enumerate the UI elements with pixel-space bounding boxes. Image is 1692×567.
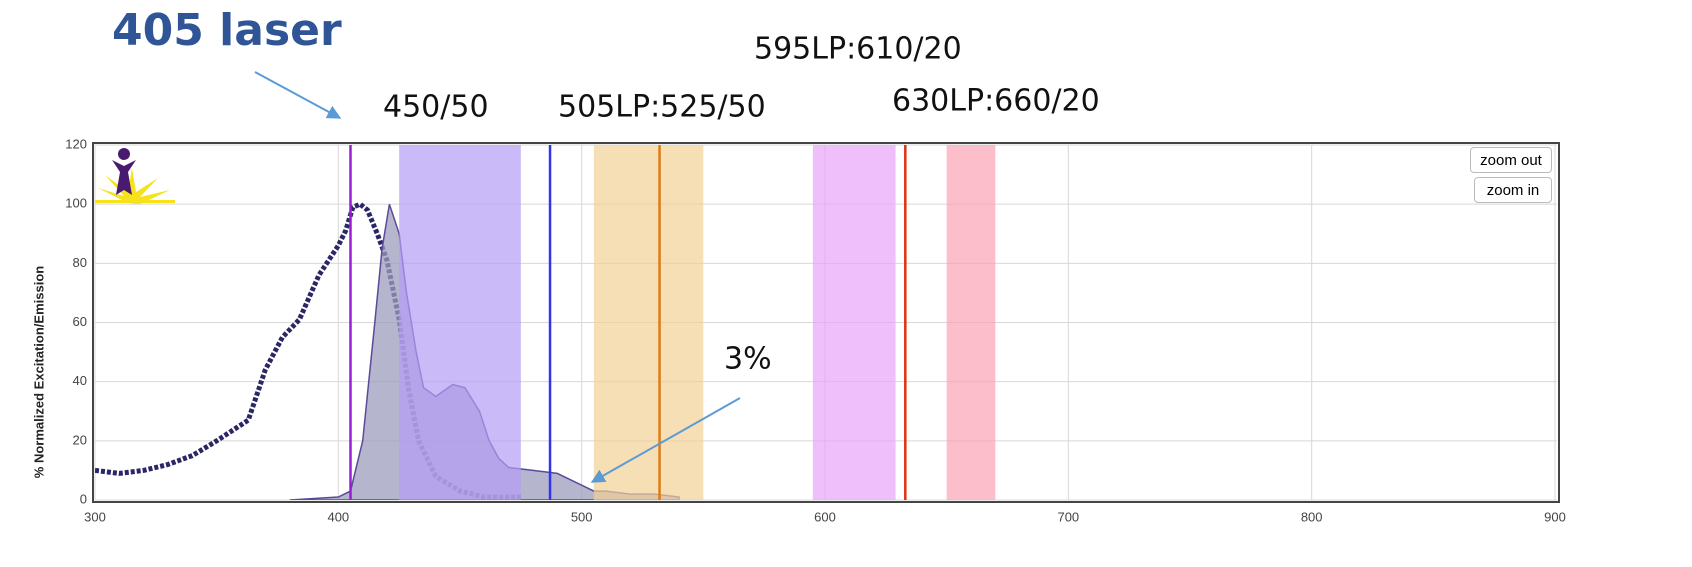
- arrow: [254, 71, 342, 119]
- filter-band: [812, 145, 896, 500]
- y-tick-label: 20: [73, 432, 87, 447]
- y-tick-label: 120: [65, 136, 87, 151]
- filter-band: [399, 145, 521, 500]
- x-tick-label: 500: [571, 509, 593, 524]
- annotation: 450/50: [383, 90, 489, 125]
- x-tick-label: 900: [1544, 509, 1566, 524]
- x-tick-label: 800: [1301, 509, 1323, 524]
- arrow: [590, 397, 741, 483]
- x-tick-label: 300: [84, 509, 106, 524]
- x-tick-label: 600: [814, 509, 836, 524]
- logo: [95, 148, 175, 204]
- annotation: 630LP:660/20: [892, 84, 1100, 119]
- x-tick-label: 700: [1057, 509, 1079, 524]
- zoom-out-button[interactable]: zoom out: [1470, 147, 1552, 173]
- annotation: 505LP:525/50: [558, 90, 766, 125]
- zoom-in-button[interactable]: zoom in: [1474, 177, 1552, 203]
- y-tick-label: 40: [73, 373, 87, 388]
- y-tick-label: 80: [73, 255, 87, 270]
- filter-band: [946, 145, 996, 500]
- y-tick-label: 60: [73, 314, 87, 329]
- annotation: 3%: [724, 342, 772, 377]
- x-tick-label: 400: [327, 509, 349, 524]
- annotation: 405 laser: [112, 5, 342, 56]
- y-tick-label: 0: [80, 491, 87, 506]
- y-axis-label: % Normalized Excitation/Emission: [31, 266, 46, 478]
- filter-band: [593, 145, 704, 500]
- annotation: 595LP:610/20: [754, 32, 962, 67]
- y-tick-label: 100: [65, 196, 87, 211]
